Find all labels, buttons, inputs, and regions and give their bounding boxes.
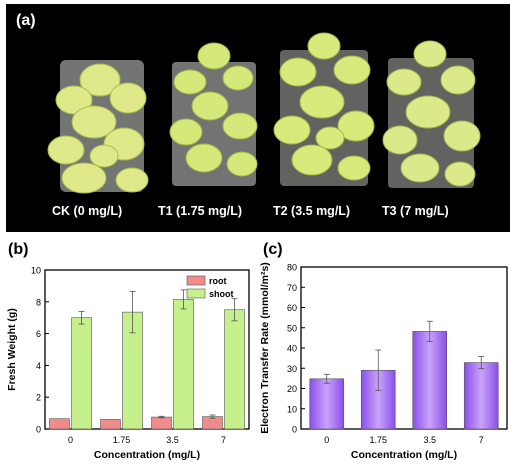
y-tick-label: 4 [36, 361, 41, 371]
x-tick-label: 0 [324, 435, 329, 445]
plot-frame [44, 269, 250, 430]
x-tick-label: 3.5 [166, 435, 179, 445]
y-tick-label: 20 [287, 384, 297, 394]
legend-swatch [186, 275, 206, 286]
bar [309, 378, 345, 430]
y-tick-label: 40 [287, 344, 297, 354]
caption-t2: T2 (3.5 mg/L) [273, 204, 351, 218]
x-tick-label: 7 [479, 435, 484, 445]
fresh-weight-chart: (b) 0 2 4 6 8 10 0 1.75 3.5 7 Concentration (mg/L) F… [6, 241, 250, 461]
x-tick-label: 0 [68, 435, 73, 445]
y-tick-label: 0 [36, 425, 41, 435]
bar [151, 416, 172, 430]
x-axis-label: Concentration (mg/L) [351, 449, 457, 461]
caption-t1: T1 (1.75 mg/L) [158, 204, 243, 218]
y-tick-label: 30 [287, 364, 297, 374]
y-tick-label: 80 [287, 263, 297, 273]
bar [463, 362, 499, 430]
tray-t1 [169, 42, 258, 186]
y-tick-label: 50 [287, 323, 297, 333]
y-tick-label: 10 [31, 266, 41, 276]
x-tick-label: 1.75 [113, 435, 131, 445]
y-tick-label: 10 [287, 404, 297, 414]
x-tick-label: 7 [221, 435, 226, 445]
bar [71, 317, 92, 430]
legend-label: root [209, 276, 227, 286]
bar [412, 331, 448, 430]
panel-tag: (b) [8, 241, 28, 258]
bar [173, 299, 194, 430]
bar [224, 309, 245, 430]
tray-t3 [382, 40, 481, 188]
legend-label: shoot [209, 289, 234, 299]
caption-ck: CK (0 mg/L) [52, 204, 123, 218]
x-tick-label: 3.5 [423, 435, 436, 445]
y-tick-label: 2 [36, 393, 41, 403]
y-tick-label: 0 [292, 425, 297, 435]
y-tick-label: 60 [287, 303, 297, 313]
tray-ck [47, 60, 149, 194]
panel-tag: (c) [263, 241, 283, 258]
y-tick-label: 8 [36, 297, 41, 307]
bar [49, 418, 70, 430]
y-axis-label: Electron Transfer Rate (mmol/m²s) [259, 262, 271, 434]
y-axis-label: Fresh Weight (g) [6, 308, 18, 391]
caption-t3: T3 (7 mg/L) [382, 204, 449, 218]
x-tick-label: 1.75 [369, 435, 387, 445]
seedling-photo: (a) [6, 4, 510, 232]
legend-swatch [186, 288, 206, 299]
bar [100, 419, 121, 430]
panel-a-tag: (a) [16, 12, 36, 29]
tray-t2 [273, 32, 375, 186]
x-axis-label: Concentration (mg/L) [94, 449, 200, 461]
y-tick-label: 70 [287, 283, 297, 293]
electron-transfer-chart: (c) 0 10 20 30 40 50 60 70 80 0 1.75 3.5 7 Concentrati… [259, 241, 508, 461]
y-tick-label: 6 [36, 329, 41, 339]
